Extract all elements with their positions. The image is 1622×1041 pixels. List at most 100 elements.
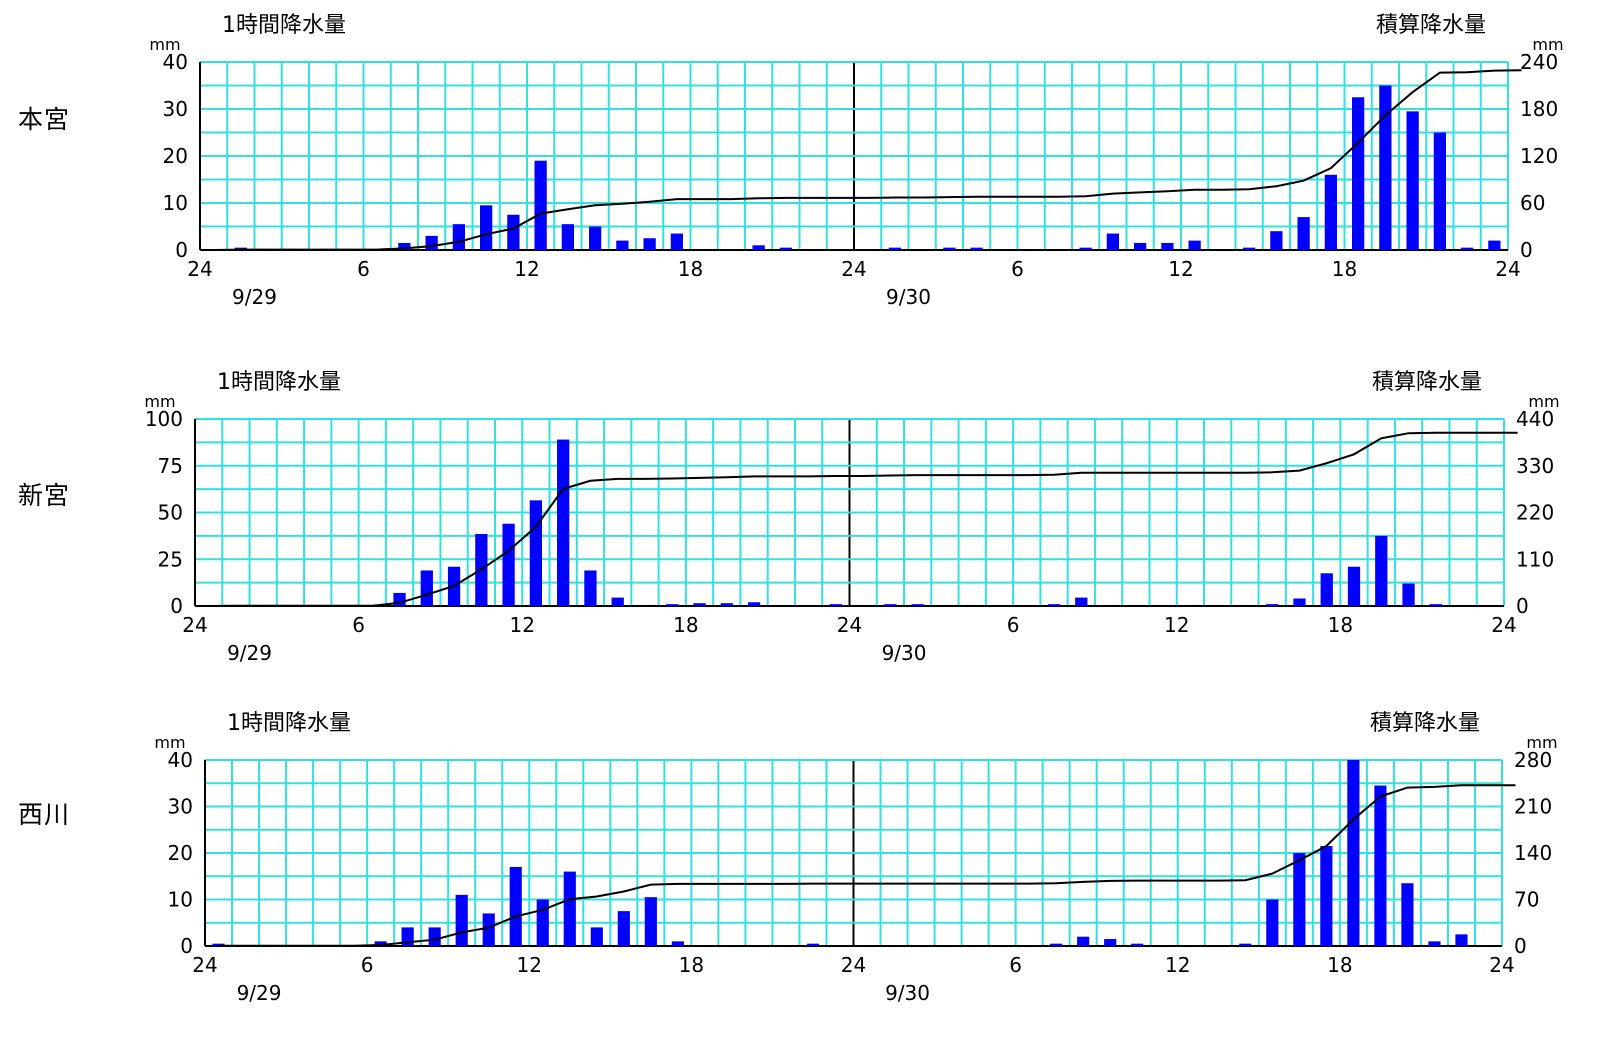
hour-tick-label: 18	[678, 257, 703, 281]
date-label: 9/29	[232, 285, 277, 309]
hour-tick-label: 6	[1011, 257, 1024, 281]
left-tick-label: 75	[158, 454, 183, 478]
date-label: 9/29	[227, 641, 272, 665]
right-tick-label: 220	[1516, 501, 1554, 525]
left-tick-label: 40	[168, 748, 193, 772]
hourly-bar	[693, 603, 706, 606]
hour-tick-label: 24	[187, 257, 212, 281]
hourly-bar	[502, 523, 515, 606]
hourly-bar	[888, 247, 902, 250]
station-name: 新宮	[18, 481, 71, 510]
hourly-bar	[1047, 604, 1061, 606]
right-tick-label: 280	[1514, 748, 1552, 772]
hourly-bar	[1320, 846, 1333, 946]
right-tick-label: 120	[1520, 144, 1558, 168]
left-tick-label: 10	[163, 191, 188, 215]
hourly-bar	[534, 160, 547, 250]
hour-tick-label: 18	[1327, 953, 1352, 977]
right-tick-label: 110	[1516, 547, 1554, 571]
hour-tick-label: 6	[1007, 613, 1020, 637]
hourly-bar	[1375, 535, 1388, 606]
date-label: 9/30	[882, 641, 927, 665]
hourly-bar	[670, 233, 684, 250]
hourly-bar	[779, 247, 793, 250]
hour-tick-label: 24	[1489, 953, 1514, 977]
hourly-bar	[1406, 111, 1419, 250]
hourly-bar	[1266, 604, 1279, 606]
hour-tick-label: 18	[1332, 257, 1357, 281]
right-tick-label: 70	[1514, 888, 1539, 912]
right-axis-title: 積算降水量	[1370, 711, 1480, 736]
hourly-bar	[1293, 853, 1306, 946]
date-label: 9/30	[885, 981, 930, 1005]
hour-tick-label: 6	[352, 613, 365, 637]
hourly-bar	[1133, 242, 1147, 250]
hour-tick-label: 18	[679, 953, 704, 977]
rain-chart: 0 10 20 30 40 0 60 120 180 240 24 6 12 18 24 6 12 18 24 9/2…	[149, 13, 1563, 309]
left-tick-label: 30	[163, 97, 188, 121]
hourly-bar	[563, 871, 576, 946]
left-tick-label: 50	[158, 501, 183, 525]
hourly-bar	[1429, 604, 1442, 606]
hourly-bar	[1293, 598, 1306, 606]
hour-tick-label: 24	[192, 953, 217, 977]
hour-tick-label: 12	[514, 257, 539, 281]
cumulative-line	[208, 431, 1518, 607]
hourly-bar	[1266, 899, 1279, 946]
hour-tick-label: 6	[357, 257, 370, 281]
hourly-bar	[1242, 247, 1256, 250]
hourly-bar	[1320, 573, 1333, 606]
right-tick-label: 140	[1514, 841, 1552, 865]
hourly-bar	[884, 604, 897, 606]
hourly-bar	[1077, 936, 1090, 946]
right-tick-label: 60	[1520, 191, 1545, 215]
station-name: 本宮	[18, 105, 71, 134]
hourly-bar	[1297, 217, 1310, 250]
right-tick-label: 0	[1520, 238, 1533, 262]
right-tick-label: 210	[1514, 795, 1552, 819]
hourly-bar	[1433, 132, 1447, 250]
hourly-bar	[970, 247, 983, 250]
rain-chart: 0 10 20 30 40 0 70 140 210 280 24 6 12 18 24 6 12 18 24 9/2…	[154, 711, 1557, 1005]
hourly-bar	[590, 927, 603, 946]
left-tick-label: 25	[158, 547, 183, 571]
left-tick-label: 20	[168, 841, 193, 865]
hourly-bar	[588, 226, 602, 250]
hourly-bar	[1488, 240, 1501, 250]
hour-tick-label: 12	[1164, 613, 1189, 637]
hourly-bar	[1104, 939, 1117, 946]
right-axis-title: 積算降水量	[1372, 370, 1482, 395]
hourly-bar	[943, 247, 956, 250]
left-tick-label: 0	[180, 934, 193, 958]
left-axis-title: 1時間降水量	[217, 370, 341, 395]
hour-tick-label: 24	[1491, 613, 1516, 637]
hourly-bar	[747, 602, 761, 606]
right-tick-label: 440	[1516, 407, 1554, 431]
hour-tick-label: 24	[841, 953, 866, 977]
left-unit-label: mm	[154, 733, 185, 752]
hourly-bar	[1075, 597, 1088, 606]
hour-tick-label: 24	[182, 613, 207, 637]
hourly-bar	[507, 214, 520, 250]
hourly-bar	[806, 943, 820, 946]
right-tick-label: 0	[1514, 934, 1527, 958]
left-tick-label: 40	[163, 50, 188, 74]
hourly-bar	[529, 500, 543, 606]
hourly-bar	[428, 927, 441, 946]
right-tick-label: 0	[1516, 594, 1529, 618]
hourly-bar	[1324, 174, 1338, 250]
chart-panel-1: 本宮 0 10 20 30 40 0 60 120 180 240 24 6 12 18 24 6 12 18 24…	[0, 0, 1622, 340]
right-axis-title: 積算降水量	[1376, 13, 1486, 38]
right-tick-label: 330	[1516, 454, 1554, 478]
hourly-bar	[557, 439, 570, 606]
cumulative-line	[213, 69, 1522, 251]
hourly-bar	[1239, 943, 1252, 946]
hourly-bar	[1050, 943, 1063, 946]
hour-tick-label: 12	[1165, 953, 1190, 977]
hourly-bar	[1347, 566, 1361, 606]
left-tick-label: 30	[168, 795, 193, 819]
hourly-bar	[611, 597, 624, 606]
hourly-bar	[1347, 760, 1360, 946]
hour-tick-label: 12	[517, 953, 542, 977]
right-tick-label: 180	[1520, 97, 1558, 121]
